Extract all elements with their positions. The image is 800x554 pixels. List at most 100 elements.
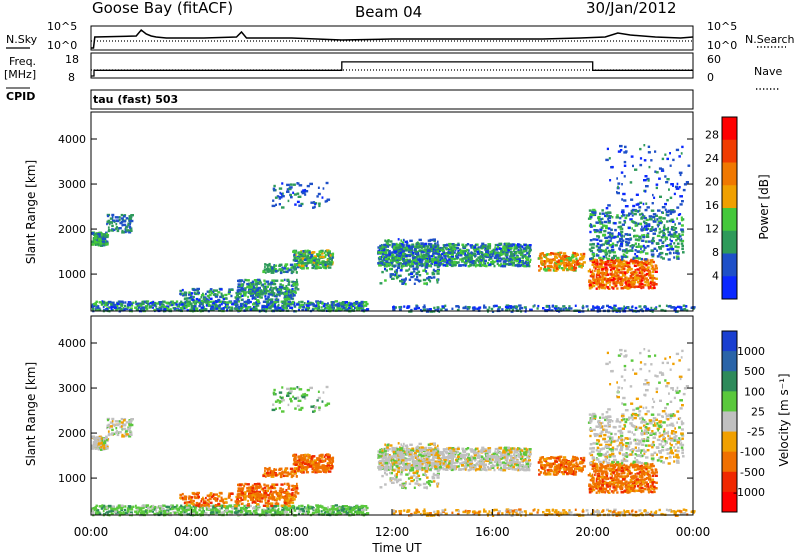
power-cell: [452, 257, 455, 261]
power-colorbar-tick: 24: [705, 152, 719, 165]
velocity-cell: [130, 418, 134, 421]
power-cell: [512, 255, 514, 258]
power-cell: [315, 261, 319, 265]
power-cell: [488, 263, 492, 266]
power-cell: [111, 224, 114, 228]
power-cell: [653, 218, 656, 221]
power-cell: [459, 258, 463, 261]
power-cell: [667, 305, 671, 308]
power-cell: [639, 280, 642, 283]
power-cell: [640, 285, 644, 289]
power-cell: [598, 236, 601, 239]
power-cell: [568, 266, 572, 269]
power-cell: [195, 300, 198, 303]
power-cell: [426, 277, 430, 280]
velocity-cell: [116, 433, 120, 437]
power-cell: [674, 223, 676, 226]
nsearch-label: N.Search: [745, 33, 795, 46]
power-cell: [647, 151, 651, 154]
power-cell: [639, 147, 642, 151]
power-cell: [234, 301, 238, 304]
cpid-frame: [90, 89, 694, 110]
power-cell: [634, 276, 637, 279]
power-cell: [640, 263, 644, 266]
power-cell: [623, 235, 625, 238]
power-cell: [468, 307, 471, 310]
power-cell: [300, 258, 302, 261]
power-cell: [506, 306, 510, 309]
power-cell: [195, 292, 198, 296]
power-cell: [137, 302, 140, 305]
power-cell: [242, 303, 246, 307]
power-cell: [588, 280, 592, 283]
power-cell: [608, 215, 612, 218]
power-cell: [597, 270, 601, 274]
power-cell: [97, 233, 101, 236]
power-cell: [188, 296, 192, 300]
power-cell: [587, 270, 591, 273]
power-cell: [298, 204, 303, 207]
power-cell: [625, 243, 628, 246]
power-cell: [413, 282, 416, 285]
power-cell: [637, 245, 641, 248]
velocity-cell: [365, 506, 369, 510]
power-cell: [669, 164, 672, 167]
power-cell: [595, 277, 598, 281]
power-cell: [209, 300, 213, 303]
power-cell: [111, 216, 114, 219]
power-cell: [655, 171, 659, 174]
power-cell: [317, 186, 320, 189]
power-cell: [616, 257, 619, 260]
power-cell: [290, 284, 295, 287]
power-cell: [273, 265, 276, 268]
power-cell: [664, 236, 667, 239]
power-cell: [296, 182, 299, 185]
power-cell: [618, 271, 623, 274]
power-cell: [607, 235, 611, 239]
power-cell: [626, 268, 630, 271]
power-cell: [573, 252, 576, 255]
power-cell: [96, 243, 100, 246]
power-cell: [292, 183, 296, 186]
power-cell: [609, 232, 614, 235]
power-cell: [501, 308, 504, 311]
power-cell: [644, 222, 648, 225]
power-cell: [652, 213, 657, 216]
velocity-cell: [127, 426, 130, 429]
power-cell: [518, 304, 522, 307]
power-cell: [679, 239, 682, 242]
power-cell: [275, 293, 280, 296]
power-cell: [476, 307, 479, 310]
power-cell: [419, 257, 423, 260]
power-cell: [228, 309, 231, 312]
power-cell: [408, 254, 412, 258]
power-cell: [651, 283, 655, 286]
power-cell: [622, 267, 625, 270]
power-cell: [124, 307, 129, 311]
power-cell: [276, 287, 279, 291]
velocity-cell: [361, 511, 365, 515]
power-cell: [620, 232, 623, 236]
power-cell: [444, 256, 447, 260]
velocity-cell: [109, 421, 114, 424]
power-cell: [662, 233, 666, 236]
power-cell: [251, 280, 255, 283]
power-cell: [262, 300, 267, 303]
power-cell: [605, 239, 609, 243]
power-cell: [318, 250, 323, 254]
power-cell: [629, 281, 633, 285]
velocity-cell: [252, 507, 255, 510]
power-cell: [115, 223, 118, 226]
power-cell: [553, 264, 557, 268]
power-cell: [313, 304, 316, 307]
power-cell: [614, 228, 617, 232]
power-cell: [356, 307, 360, 310]
power-cell: [489, 255, 493, 259]
power-cell: [614, 244, 618, 247]
power-cell: [401, 241, 404, 244]
power-cell: [511, 308, 515, 311]
power-cell: [608, 244, 612, 247]
power-cell: [266, 263, 270, 267]
power-cell: [318, 253, 322, 257]
power-cell: [550, 261, 552, 264]
